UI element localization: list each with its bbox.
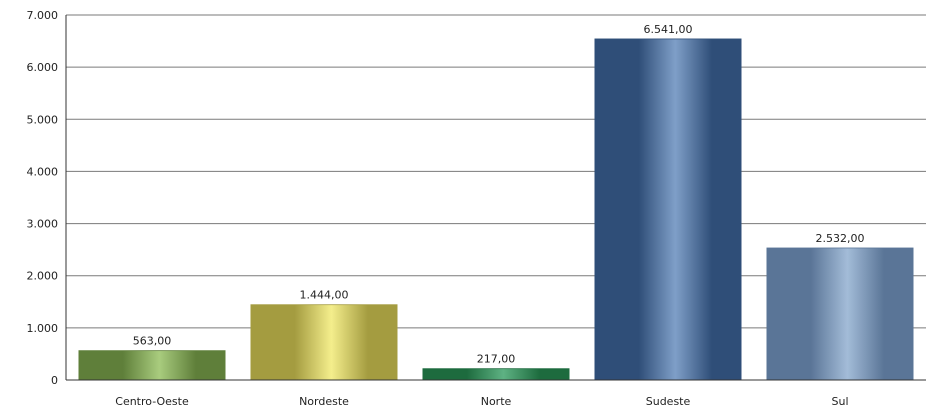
y-tick-label: 5.000 — [27, 113, 59, 126]
y-tick-label: 4.000 — [27, 165, 59, 178]
category-label: Sul — [831, 395, 848, 408]
category-label: Nordeste — [299, 395, 349, 408]
bar-centro-oeste — [78, 350, 226, 381]
y-tick-label: 6.000 — [27, 61, 59, 74]
category-label: Centro-Oeste — [115, 395, 189, 408]
bar-norte — [422, 368, 570, 381]
category-label: Norte — [481, 395, 512, 408]
bars — [78, 38, 914, 381]
bar-sul — [766, 247, 914, 381]
y-tick-label: 0 — [51, 374, 58, 387]
bar-sudeste — [594, 38, 742, 381]
grid-lines — [66, 14, 926, 329]
data-label: 2.532,00 — [816, 232, 865, 245]
y-tick-label: 3.000 — [27, 218, 59, 231]
data-label: 1.444,00 — [300, 289, 349, 302]
y-tick-label: 7.000 — [27, 9, 59, 22]
data-label: 217,00 — [477, 353, 516, 366]
x-axis-categories: Centro-Oeste Nordeste Norte Sudeste Sul — [115, 395, 848, 408]
data-labels: 563,00 1.444,00 217,00 6.541,00 2.532,00 — [133, 23, 865, 366]
y-tick-label: 2.000 — [27, 270, 59, 283]
category-label: Sudeste — [646, 395, 691, 408]
y-tick-label: 1.000 — [27, 322, 59, 335]
data-label: 6.541,00 — [644, 23, 693, 36]
y-axis-ticks: 0 1.000 2.000 3.000 4.000 5.000 6.000 7.000 — [27, 9, 59, 387]
bar-nordeste — [250, 304, 398, 381]
data-label: 563,00 — [133, 335, 172, 348]
